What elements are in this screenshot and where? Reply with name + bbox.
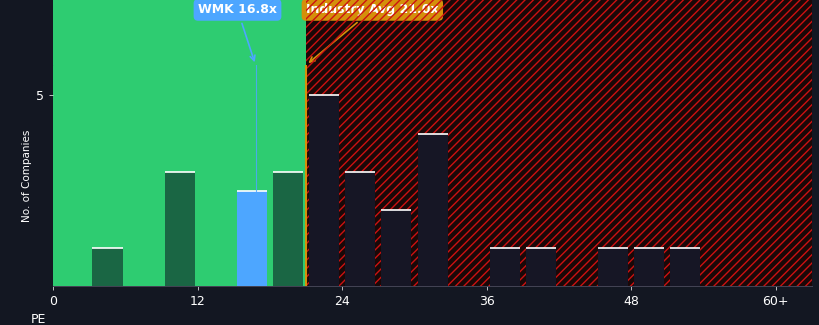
Text: WMK 16.8x: WMK 16.8x <box>197 3 277 60</box>
Text: PE: PE <box>30 313 46 325</box>
Bar <box>381 210 411 286</box>
Bar <box>669 248 699 286</box>
Bar <box>237 191 267 286</box>
Bar <box>633 248 663 286</box>
Bar <box>165 172 195 286</box>
Bar <box>309 96 339 286</box>
Bar <box>53 65 305 286</box>
Bar <box>93 248 122 286</box>
Bar <box>345 172 375 286</box>
Text: Industry Avg 21.0x: Industry Avg 21.0x <box>305 3 438 62</box>
Bar <box>417 134 447 286</box>
Bar <box>273 172 303 286</box>
Bar <box>525 248 555 286</box>
Bar <box>489 248 519 286</box>
Bar <box>305 65 811 286</box>
Bar <box>305 65 811 286</box>
Bar <box>597 248 627 286</box>
Y-axis label: No. of Companies: No. of Companies <box>22 129 32 222</box>
